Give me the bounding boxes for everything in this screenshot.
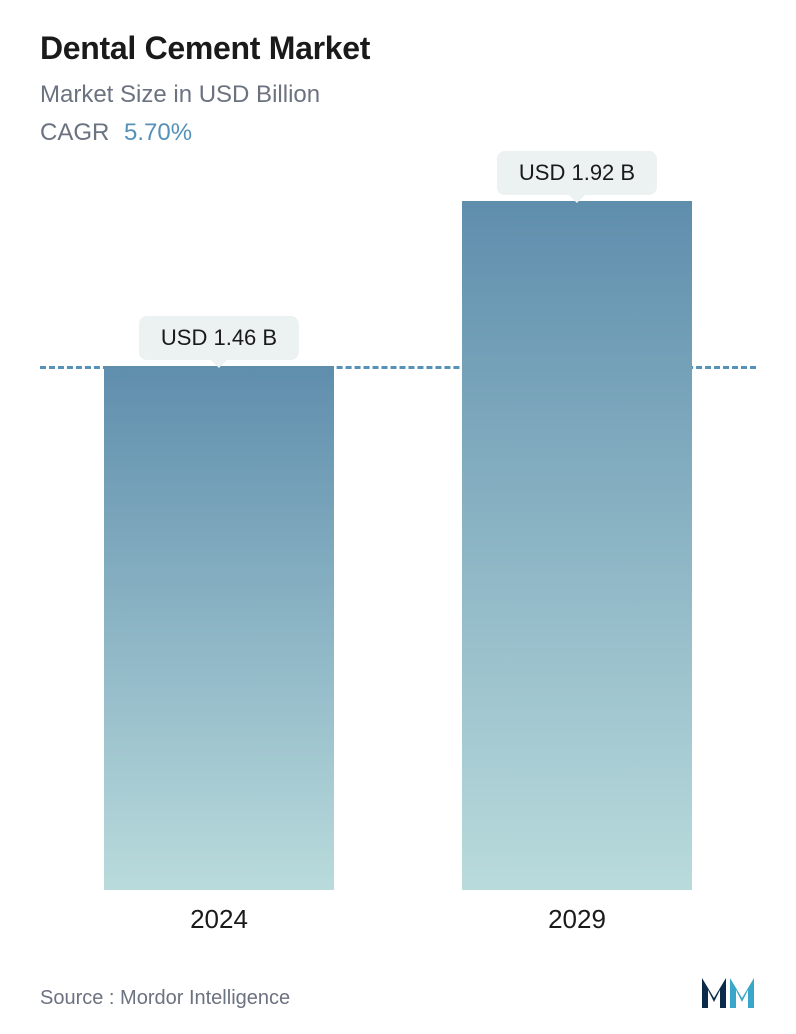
cagr-row: CAGR 5.70% xyxy=(40,119,756,147)
bar: USD 1.92 B xyxy=(462,201,692,890)
x-axis-label: 2029 xyxy=(462,904,692,935)
cagr-value: 5.70% xyxy=(124,119,192,146)
chart-container: Dental Cement Market Market Size in USD … xyxy=(0,0,796,1034)
cagr-label: CAGR xyxy=(40,119,109,146)
bar-column: USD 1.92 B xyxy=(462,201,692,890)
bar-value-badge: USD 1.46 B xyxy=(139,316,299,360)
chart-subtitle: Market Size in USD Billion xyxy=(40,81,756,109)
brand-logo-icon xyxy=(700,970,756,1010)
bar-column: USD 1.46 B xyxy=(104,366,334,890)
chart-plot: USD 1.46 B USD 1.92 B xyxy=(40,201,756,890)
bar-group: USD 1.46 B USD 1.92 B xyxy=(40,201,756,890)
chart-footer: Source : Mordor Intelligence xyxy=(40,970,756,1010)
bar: USD 1.46 B xyxy=(104,366,334,890)
bar-value-badge: USD 1.92 B xyxy=(497,151,657,195)
source-text: Source : Mordor Intelligence xyxy=(40,987,290,1010)
x-axis-label: 2024 xyxy=(104,904,334,935)
chart-title: Dental Cement Market xyxy=(40,30,756,67)
chart-area: USD 1.46 B USD 1.92 B 2024 2029 xyxy=(40,201,756,950)
x-axis: 2024 2029 xyxy=(40,890,756,950)
chart-header: Dental Cement Market Market Size in USD … xyxy=(40,30,756,147)
